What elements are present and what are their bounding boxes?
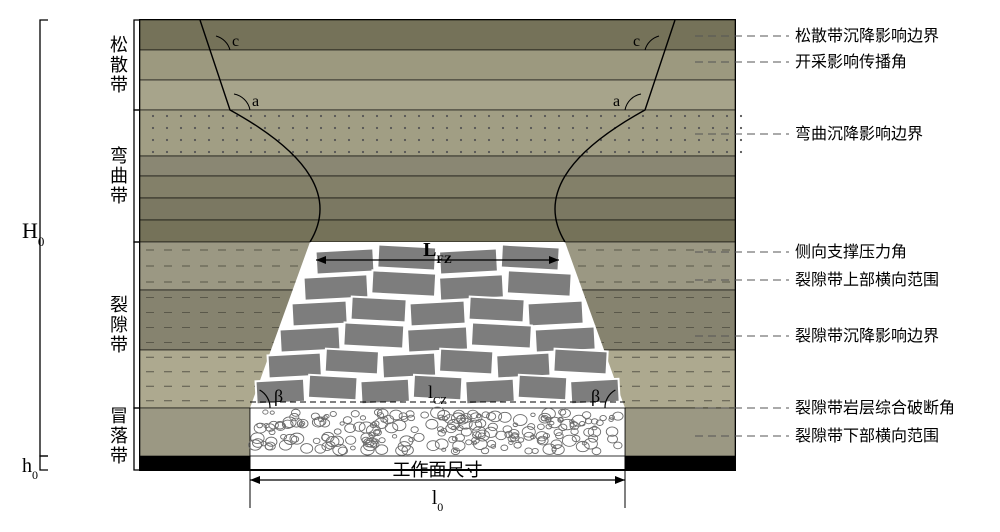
H0-label: H0 bbox=[22, 218, 44, 249]
beta-left: β bbox=[274, 386, 283, 406]
broken-block bbox=[371, 270, 436, 296]
broken-block bbox=[518, 375, 568, 401]
broken-block bbox=[325, 349, 379, 375]
label-fracture_break_angle: 裂隙带岩层综合破断角 bbox=[795, 399, 955, 417]
broken-block bbox=[439, 349, 493, 375]
broken-block bbox=[528, 301, 584, 327]
broken-block bbox=[507, 270, 572, 296]
zone-label-loose: 松散带 bbox=[108, 35, 128, 95]
broken-block bbox=[465, 379, 515, 405]
loose-layer bbox=[140, 20, 735, 50]
zone-label-caving: 冒落带 bbox=[108, 406, 128, 466]
label-fracture_lower: 裂隙带下部横向范围 bbox=[795, 427, 939, 445]
geology-diagram: LFZlCZββ工作面尺寸l0aacc松散带弯曲带裂隙带冒落带H0h0松散带沉降… bbox=[0, 0, 1000, 532]
label-fracture_boundary: 裂隙带沉降影响边界 bbox=[795, 327, 939, 345]
label-fracture_upper: 裂隙带上部横向范围 bbox=[795, 271, 939, 289]
bend-layer bbox=[140, 220, 735, 242]
bracket-h0 bbox=[40, 456, 48, 470]
broken-block bbox=[553, 349, 607, 375]
broken-block bbox=[471, 322, 532, 348]
broken-block bbox=[469, 297, 525, 323]
bend-layer bbox=[140, 110, 735, 156]
label-loose_boundary: 松散带沉降影响边界 bbox=[795, 27, 939, 45]
broken-block bbox=[292, 301, 348, 327]
loose-layer bbox=[140, 80, 735, 110]
alpha-left: a bbox=[252, 93, 259, 110]
bend-layer bbox=[140, 198, 735, 220]
loose-layer bbox=[140, 50, 735, 80]
h0-label: h0 bbox=[22, 455, 38, 482]
zone-label-fracture: 裂隙带 bbox=[108, 295, 128, 355]
l0-label: l0 bbox=[432, 487, 444, 514]
label-lateral_support: 侧向支撑压力角 bbox=[795, 243, 907, 261]
broken-block bbox=[360, 379, 410, 405]
c-left: c bbox=[232, 33, 239, 50]
bend-layer bbox=[140, 156, 735, 176]
coal-pillar-left bbox=[140, 456, 250, 470]
broken-block bbox=[351, 297, 407, 323]
zone-label-bending: 弯曲带 bbox=[108, 146, 128, 206]
broken-block bbox=[343, 322, 404, 348]
alpha-right: a bbox=[613, 93, 620, 110]
bend-layer bbox=[140, 176, 735, 198]
label-mining_angle: 开采影响传播角 bbox=[795, 53, 907, 71]
broken-block bbox=[410, 301, 466, 327]
working-face-label: 工作面尺寸 bbox=[393, 460, 483, 480]
broken-block bbox=[308, 375, 358, 401]
coal-pillar-right bbox=[625, 456, 735, 470]
beta-right: β bbox=[591, 386, 600, 406]
c-right: c bbox=[633, 33, 640, 50]
label-bending_boundary: 弯曲沉降影响边界 bbox=[795, 125, 923, 143]
